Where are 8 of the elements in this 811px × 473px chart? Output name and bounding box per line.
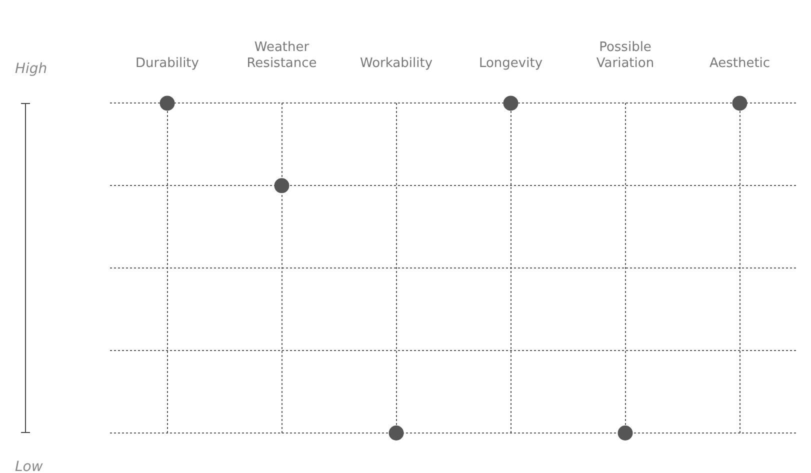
x-tick-label: Longevity [478, 56, 543, 71]
x-tick-label: Weather Resistance [246, 40, 317, 71]
x-tick-label: Durability [136, 56, 200, 71]
text: High [15, 61, 48, 78]
text: Low [15, 459, 43, 473]
x-tick-label: Workability [360, 56, 433, 71]
x-tick-label: Aesthetic [709, 56, 770, 71]
x-tick-label: Possible Variation [596, 40, 654, 71]
